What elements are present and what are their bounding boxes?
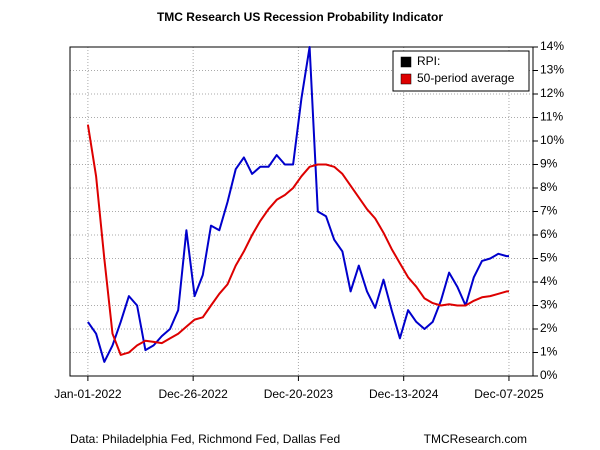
x-tick-label: Jan-01-2022 bbox=[54, 387, 122, 401]
y-tick-label: 12% bbox=[540, 86, 564, 100]
line-series bbox=[87, 46, 509, 363]
y-tick-label: 10% bbox=[540, 133, 564, 147]
x-tick-label: Dec-07-2025 bbox=[474, 387, 544, 401]
legend-label: 50-period average bbox=[417, 71, 515, 85]
y-tick-label: 9% bbox=[540, 157, 558, 171]
y-tick-label: 4% bbox=[540, 274, 558, 288]
y-tick-label: 7% bbox=[540, 204, 558, 218]
y-tick-label: 2% bbox=[540, 321, 558, 335]
legend-swatch bbox=[400, 73, 412, 85]
y-tick-label: 6% bbox=[540, 227, 558, 241]
y-tick-label: 0% bbox=[540, 368, 558, 382]
y-tick-label: 3% bbox=[540, 298, 558, 312]
y-tick-label: 8% bbox=[540, 180, 558, 194]
legend-swatch bbox=[400, 56, 412, 68]
x-tick-label: Dec-20-2023 bbox=[264, 387, 334, 401]
legend-box bbox=[392, 50, 530, 92]
x-tick-label: Dec-26-2022 bbox=[158, 387, 228, 401]
y-tick-label: 1% bbox=[540, 345, 558, 359]
y-tick-label: 11% bbox=[540, 110, 563, 124]
y-tick-label: 5% bbox=[540, 251, 558, 265]
credit: TMCResearch.com bbox=[424, 432, 527, 446]
x-tick-label: Dec-13-2024 bbox=[369, 387, 439, 401]
plot-frame bbox=[69, 46, 534, 377]
data-note: Data: Philadelphia Fed, Richmond Fed, Da… bbox=[70, 432, 340, 446]
y-tick-label: 13% bbox=[540, 63, 564, 77]
line-series bbox=[86, 124, 509, 356]
legend-label: RPI: bbox=[417, 54, 440, 68]
y-tick-label: 14% bbox=[540, 39, 564, 53]
chart-title: TMC Research US Recession Probability In… bbox=[157, 10, 443, 24]
